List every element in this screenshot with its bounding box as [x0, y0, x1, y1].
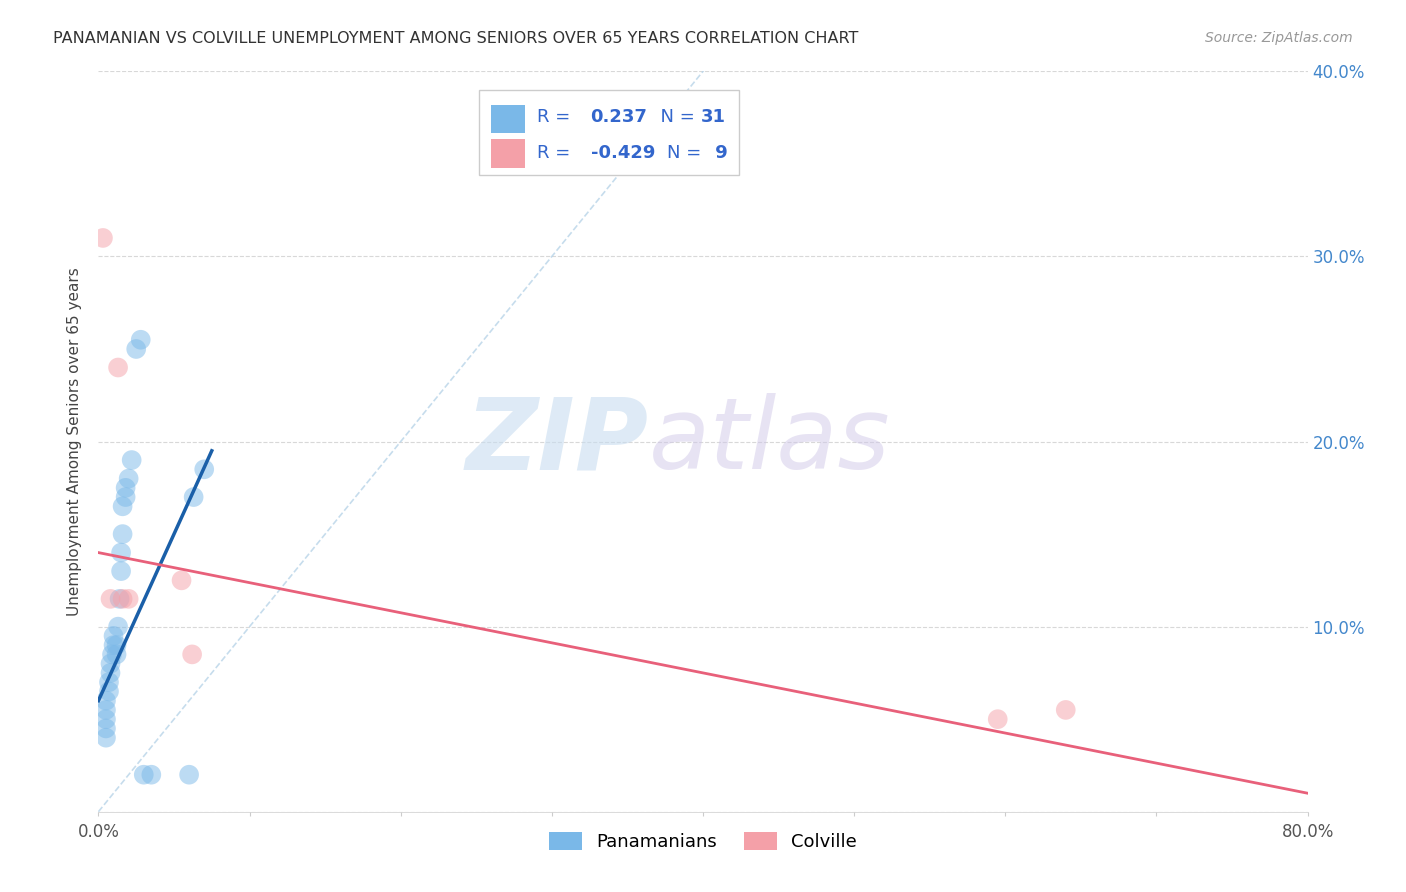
Y-axis label: Unemployment Among Seniors over 65 years: Unemployment Among Seniors over 65 years [67, 268, 83, 615]
Panamanians [132, 767, 155, 781]
Panamanians [94, 712, 117, 726]
Text: -0.429: -0.429 [591, 144, 655, 161]
Text: R =: R = [537, 144, 576, 161]
Text: N =: N = [666, 144, 707, 161]
Bar [492, 139, 526, 168]
Panamanians [183, 490, 205, 504]
Text: ZIP: ZIP [465, 393, 648, 490]
Panamanians [94, 731, 117, 745]
Panamanians [105, 648, 128, 662]
Colville [100, 591, 122, 606]
FancyBboxPatch shape [479, 90, 740, 175]
Panamanians [94, 694, 117, 708]
Panamanians [108, 591, 131, 606]
Panamanians [98, 675, 121, 690]
Text: R =: R = [537, 108, 576, 127]
Text: 0.237: 0.237 [591, 108, 647, 127]
Panamanians [94, 703, 117, 717]
Colville [91, 231, 114, 245]
Panamanians [114, 481, 136, 495]
Panamanians [107, 619, 129, 633]
Text: atlas: atlas [648, 393, 890, 490]
Text: N =: N = [648, 108, 700, 127]
Text: 9: 9 [709, 144, 728, 161]
Panamanians [98, 684, 121, 698]
Panamanians [101, 648, 124, 662]
Colville [118, 591, 141, 606]
Panamanians [193, 462, 215, 476]
Panamanians [141, 767, 163, 781]
Panamanians [129, 333, 152, 347]
Colville [111, 591, 134, 606]
Legend: Panamanians, Colville: Panamanians, Colville [543, 824, 863, 858]
Colville [170, 574, 193, 588]
Panamanians [103, 638, 125, 652]
Bar [492, 104, 526, 133]
Panamanians [100, 657, 122, 671]
Panamanians [118, 472, 141, 486]
Text: 31: 31 [700, 108, 725, 127]
Panamanians [94, 722, 117, 736]
Panamanians [110, 545, 132, 560]
Panamanians [121, 453, 143, 467]
Panamanians [179, 767, 201, 781]
Panamanians [103, 629, 125, 643]
Colville [181, 648, 204, 662]
Colville [1054, 703, 1077, 717]
Colville [987, 712, 1010, 726]
Panamanians [100, 665, 122, 680]
Panamanians [111, 500, 134, 514]
Colville [107, 360, 129, 375]
Panamanians [114, 490, 136, 504]
Text: PANAMANIAN VS COLVILLE UNEMPLOYMENT AMONG SENIORS OVER 65 YEARS CORRELATION CHAR: PANAMANIAN VS COLVILLE UNEMPLOYMENT AMON… [53, 31, 859, 46]
Panamanians [110, 564, 132, 578]
Panamanians [125, 342, 148, 356]
Panamanians [111, 527, 134, 541]
Text: Source: ZipAtlas.com: Source: ZipAtlas.com [1205, 31, 1353, 45]
Panamanians [105, 638, 128, 652]
